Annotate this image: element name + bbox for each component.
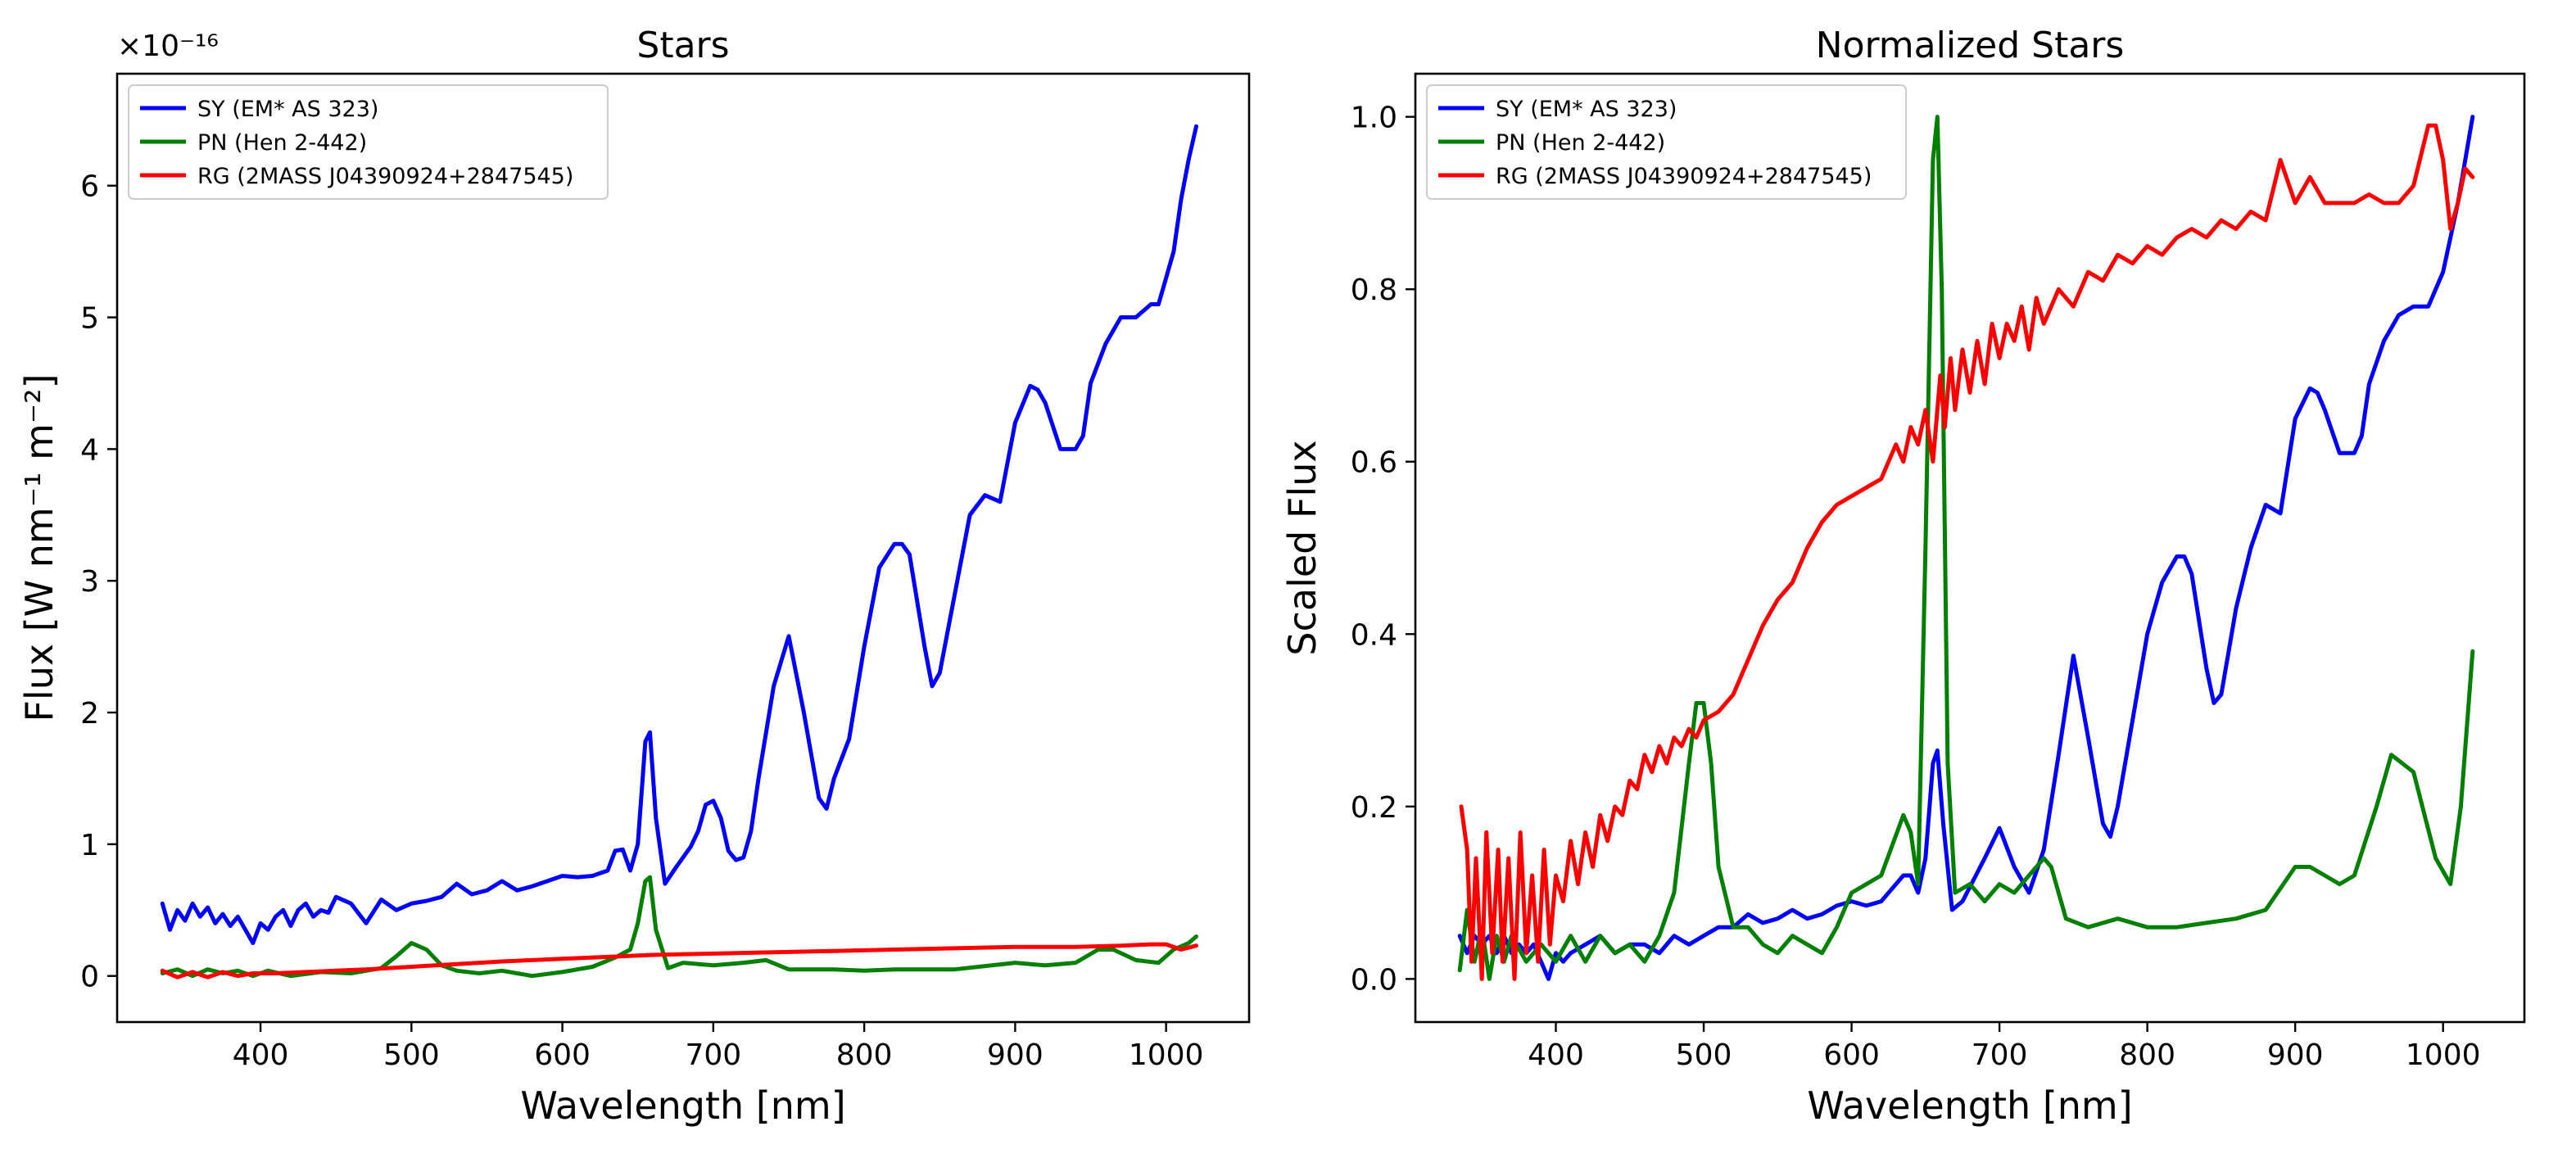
y-tick-label: 1 [80, 829, 99, 862]
y-tick-label: 4 [80, 433, 99, 467]
x-tick-label: 1000 [1129, 1038, 1204, 1072]
x-tick-label: 900 [2267, 1038, 2324, 1072]
y-tick-label: 0 [80, 961, 99, 994]
chart-panel-2: 400 500 600 700 800 900 1000 0.0 0.2 0.4 0.6 0.8 1.0… [1280, 25, 2526, 1128]
series-line-3 [1459, 123, 2475, 981]
x-tick-label: 800 [2119, 1038, 2175, 1072]
y-tick-label: 2 [80, 697, 99, 731]
y-scale-offset-label: ×10⁻¹⁶ [117, 29, 219, 63]
legend-box [1426, 84, 1907, 200]
y-tick-label: 6 [80, 170, 99, 204]
y-tick-label: 5 [80, 302, 99, 336]
x-axis-label: Wavelength [nm] [1807, 1083, 2132, 1128]
axes-frame [1414, 72, 2526, 1024]
y-tick-label: 0.2 [1351, 791, 1397, 825]
legend-label-1: SY (EM* AS 323) [1496, 97, 1677, 122]
x-axis-label: Wavelength [nm] [520, 1083, 845, 1128]
y-tick-label: 0.8 [1351, 274, 1397, 307]
chart-title: Stars [636, 25, 729, 66]
series-line-3 [160, 942, 1198, 979]
x-tick-label: 900 [987, 1038, 1044, 1072]
y-tick-label: 0.6 [1351, 446, 1397, 480]
legend-label-3: RG (2MASS J04390924+2847545) [1496, 164, 1872, 189]
axes-frame [115, 72, 1251, 1024]
series-group [160, 124, 1198, 979]
y-tick-label: 0.0 [1351, 963, 1397, 997]
x-tick-label: 600 [534, 1038, 591, 1072]
y-tick-label: 1.0 [1351, 102, 1397, 135]
x-tick-label: 700 [685, 1038, 741, 1072]
y-axis-label: Scaled Flux [1280, 440, 1324, 655]
y-axis-label: Flux [W nm⁻¹ m⁻²] [17, 373, 61, 721]
series-line-2 [1457, 115, 2475, 981]
series-line-1 [160, 124, 1198, 945]
x-tick-label: 400 [233, 1038, 289, 1072]
legend: SY (EM* AS 323) PN (Hen 2-442) RG (2MASS J… [1426, 84, 1907, 200]
x-tick-label: 600 [1823, 1038, 1880, 1072]
legend-label-3: RG (2MASS J04390924+2847545) [197, 164, 573, 189]
y-tick-label: 0.4 [1351, 618, 1397, 652]
chart-panel-1: 400 500 600 700 800 900 1000 0 1 2 3 4 5 6 Stars Wavele… [17, 25, 1251, 1128]
series-line-2 [160, 875, 1198, 979]
series-line-1 [1457, 115, 2475, 981]
x-tick-label: 700 [1972, 1038, 2028, 1072]
series-group [1457, 115, 2475, 981]
x-tick-label: 800 [836, 1038, 893, 1072]
legend-label-2: PN (Hen 2-442) [1496, 130, 1665, 156]
x-tick-label: 1000 [2406, 1038, 2481, 1072]
legend-label-2: PN (Hen 2-442) [197, 130, 367, 156]
x-tick-label: 500 [383, 1038, 440, 1072]
x-tick-label: 500 [1676, 1038, 1732, 1072]
legend-label-1: SY (EM* AS 323) [197, 97, 378, 122]
legend-box [128, 84, 609, 200]
y-tick-label: 3 [80, 565, 99, 599]
x-tick-label: 400 [1528, 1038, 1584, 1072]
chart-title: Normalized Stars [1816, 25, 2125, 66]
legend: SY (EM* AS 323) PN (Hen 2-442) RG (2MASS J… [128, 84, 609, 200]
